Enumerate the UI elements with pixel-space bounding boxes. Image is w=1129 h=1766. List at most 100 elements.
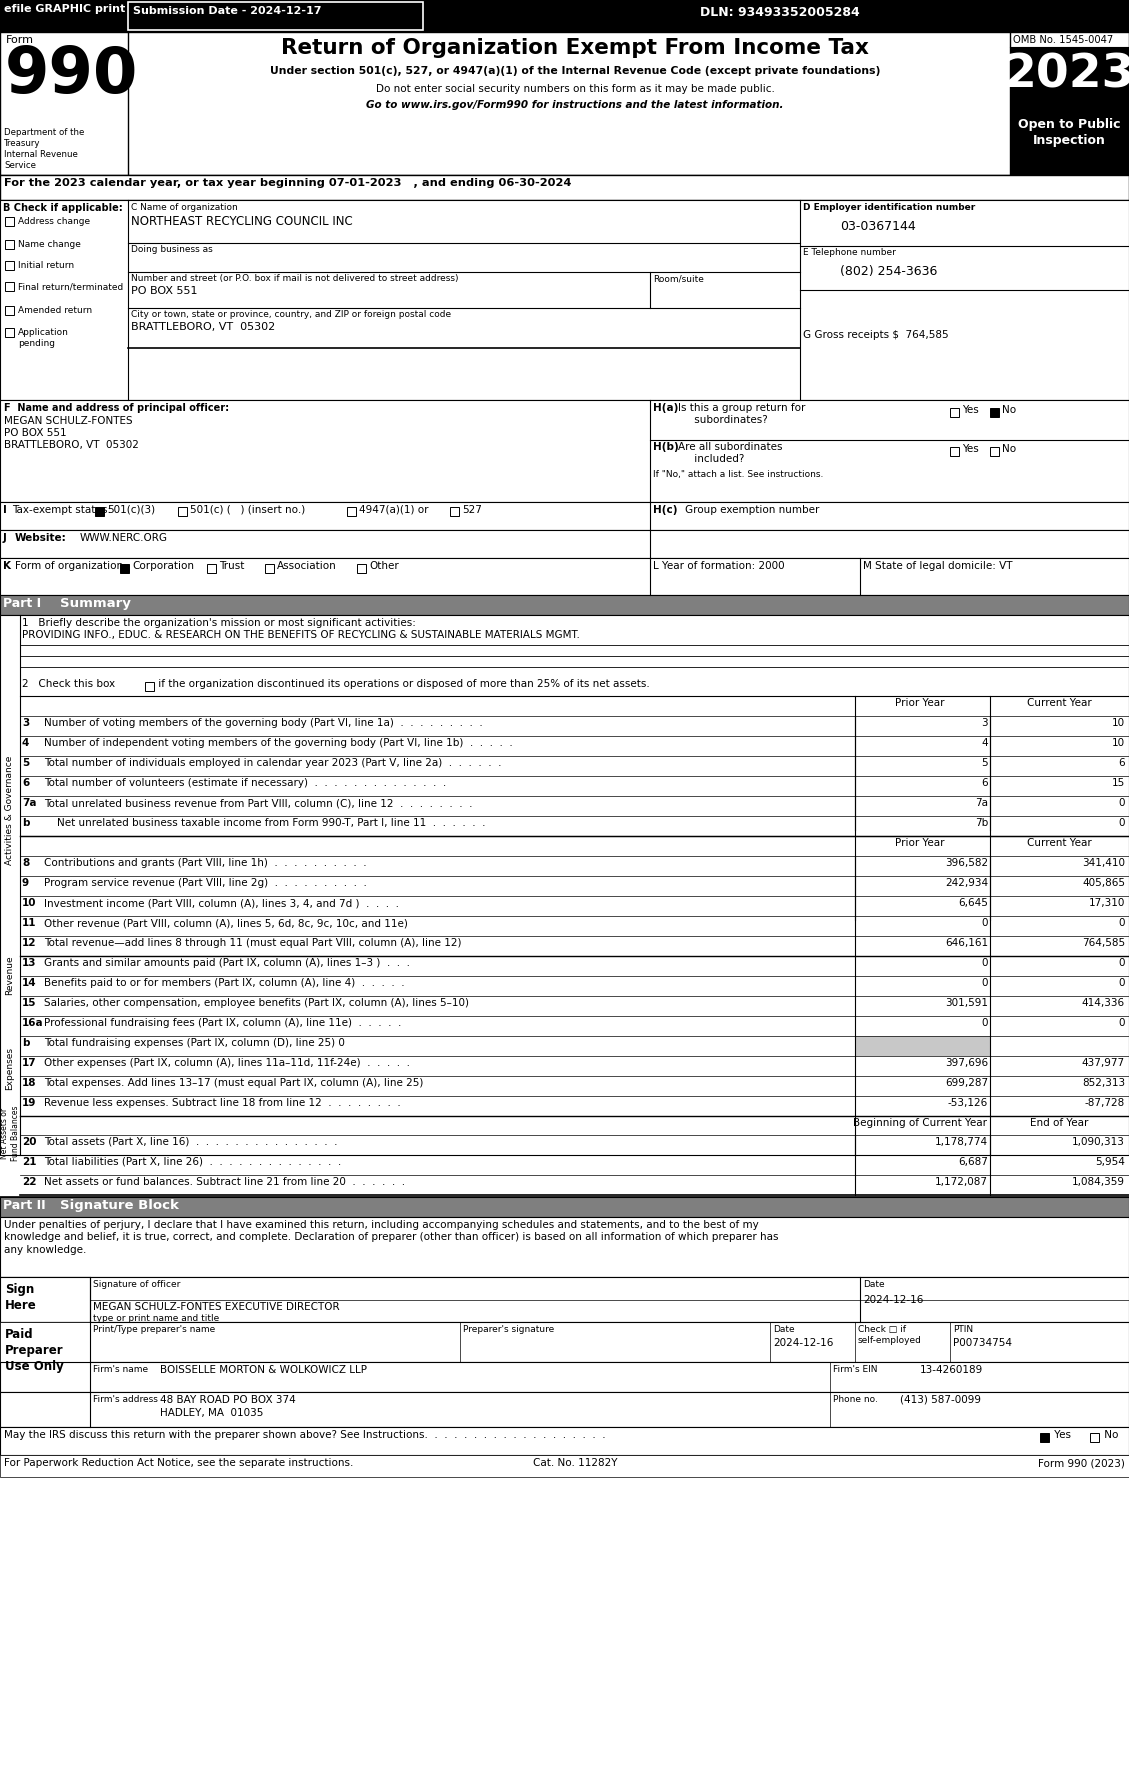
Text: PROVIDING INFO., EDUC. & RESEARCH ON THE BENEFITS OF RECYCLING & SUSTAINABLE MAT: PROVIDING INFO., EDUC. & RESEARCH ON THE… [21,630,580,639]
Text: 10: 10 [21,897,36,908]
Text: 15: 15 [21,998,36,1008]
Text: Association: Association [277,562,336,570]
Text: Paid
Preparer
Use Only: Paid Preparer Use Only [5,1328,63,1372]
Text: 0: 0 [1119,957,1124,968]
Text: Total fundraising expenses (Part IX, column (D), line 25) 0: Total fundraising expenses (Part IX, col… [44,1038,344,1047]
Text: 7a: 7a [975,798,988,809]
Text: PO BOX 551: PO BOX 551 [131,286,198,297]
Text: Under penalties of perjury, I declare that I have examined this return, includin: Under penalties of perjury, I declare th… [5,1220,779,1256]
Text: PTIN: PTIN [953,1324,973,1333]
Text: 16a: 16a [21,1017,44,1028]
Text: 2024-12-16: 2024-12-16 [773,1339,833,1347]
Text: -87,728: -87,728 [1085,1098,1124,1107]
Text: 764,585: 764,585 [1082,938,1124,948]
Bar [0,1323,90,1362]
Text: Number and street (or P.O. box if mail is not delivered to street address): Number and street (or P.O. box if mail i… [131,274,458,283]
Bar [0,401,1129,502]
Text: Is this a group return for: Is this a group return for [679,403,805,413]
Text: 22: 22 [21,1176,36,1187]
Text: (413) 587-0099: (413) 587-0099 [900,1395,981,1406]
Text: Date: Date [773,1324,795,1333]
Text: 0: 0 [1119,918,1124,927]
Text: Cat. No. 11282Y: Cat. No. 11282Y [533,1459,618,1468]
Text: Number of independent voting members of the governing body (Part VI, line 1b)  .: Number of independent voting members of … [44,738,513,749]
Text: City or town, state or province, country, and ZIP or foreign postal code: City or town, state or province, country… [131,311,452,320]
Text: 0: 0 [981,957,988,968]
Bar [1010,109,1129,175]
Text: 15: 15 [1112,779,1124,788]
Bar [95,507,104,516]
Text: 3: 3 [21,719,29,728]
Text: 1,084,359: 1,084,359 [1073,1176,1124,1187]
Text: D Employer identification number: D Employer identification number [803,203,975,212]
Text: 405,865: 405,865 [1082,878,1124,888]
Text: 397,696: 397,696 [945,1058,988,1068]
Text: Address change: Address change [18,217,90,226]
Text: included?: included? [679,454,744,464]
Text: Activities & Governance: Activities & Governance [6,756,15,865]
Text: Total number of individuals employed in calendar year 2023 (Part V, line 2a)  . : Total number of individuals employed in … [44,758,501,768]
Text: Professional fundraising fees (Part IX, column (A), line 11e)  .  .  .  .  .: Professional fundraising fees (Part IX, … [44,1017,402,1028]
Text: PO BOX 551: PO BOX 551 [5,427,67,438]
Text: 7b: 7b [974,818,988,828]
Text: 13: 13 [21,957,36,968]
Text: 19: 19 [21,1098,36,1107]
Text: 8: 8 [21,858,29,869]
Bar [1040,1432,1049,1443]
Bar [949,447,959,456]
Text: 4: 4 [981,738,988,749]
Text: 0: 0 [1119,798,1124,809]
Text: C Name of organization: C Name of organization [131,203,238,212]
Text: Benefits paid to or for members (Part IX, column (A), line 4)  .  .  .  .  .: Benefits paid to or for members (Part IX… [44,978,404,987]
Text: Yes: Yes [1051,1430,1071,1439]
Text: Total unrelated business revenue from Part VIII, column (C), line 12  .  .  .  .: Total unrelated business revenue from Pa… [44,798,473,809]
Text: Net Assets or
Fund Balances: Net Assets or Fund Balances [0,1106,19,1160]
Text: type or print name and title: type or print name and title [93,1314,219,1323]
Text: Print/Type preparer's name: Print/Type preparer's name [93,1324,216,1333]
Bar [0,1362,1129,1392]
Text: WWW.NERC.ORG: WWW.NERC.ORG [80,533,168,542]
Text: 0: 0 [1119,818,1124,828]
Text: Under section 501(c), 527, or 4947(a)(1) of the Internal Revenue Code (except pr: Under section 501(c), 527, or 4947(a)(1)… [270,65,881,76]
Text: Phone no.: Phone no. [833,1395,878,1404]
Text: L Year of formation: 2000: L Year of formation: 2000 [653,562,785,570]
Text: Submission Date - 2024-12-17: Submission Date - 2024-12-17 [133,5,322,16]
Text: MEGAN SCHULZ-FONTES: MEGAN SCHULZ-FONTES [5,417,132,426]
Text: 13-4260189: 13-4260189 [920,1365,983,1376]
Bar [145,682,154,691]
Text: Tax-exempt status:: Tax-exempt status: [12,505,111,516]
Text: 437,977: 437,977 [1082,1058,1124,1068]
Text: 1,178,774: 1,178,774 [935,1137,988,1146]
Bar [265,563,274,572]
Text: Do not enter social security numbers on this form as it may be made public.: Do not enter social security numbers on … [376,85,774,94]
Text: 852,313: 852,313 [1082,1077,1124,1088]
Bar [0,1217,1129,1277]
Text: Group exemption number: Group exemption number [685,505,820,516]
Text: I: I [3,505,7,516]
Bar [0,32,1129,175]
Text: 0: 0 [1119,1017,1124,1028]
Text: Yes: Yes [962,404,979,415]
Bar [1010,48,1129,109]
Text: (802) 254-3636: (802) 254-3636 [840,265,937,277]
Bar [949,408,959,417]
Text: H(b): H(b) [653,442,679,452]
Text: Total assets (Part X, line 16)  .  .  .  .  .  .  .  .  .  .  .  .  .  .  .: Total assets (Part X, line 16) . . . . .… [44,1137,338,1146]
Text: -53,126: -53,126 [947,1098,988,1107]
Text: No: No [1101,1430,1119,1439]
Text: 4: 4 [21,738,29,749]
Text: Firm's address: Firm's address [93,1395,158,1404]
Text: 0: 0 [981,918,988,927]
Text: Number of voting members of the governing body (Part VI, line 1a)  .  .  .  .  .: Number of voting members of the governin… [44,719,483,728]
Text: Corporation: Corporation [132,562,194,570]
Bar [1010,32,1129,175]
Text: 6: 6 [1119,758,1124,768]
Bar [0,175,1129,200]
Text: Website:: Website: [15,533,67,542]
Text: Firm's EIN: Firm's EIN [833,1365,877,1374]
Text: 6: 6 [981,779,988,788]
Text: 341,410: 341,410 [1082,858,1124,869]
Text: Yes: Yes [962,443,979,454]
Text: 0: 0 [981,1017,988,1028]
Bar [0,1277,1129,1323]
